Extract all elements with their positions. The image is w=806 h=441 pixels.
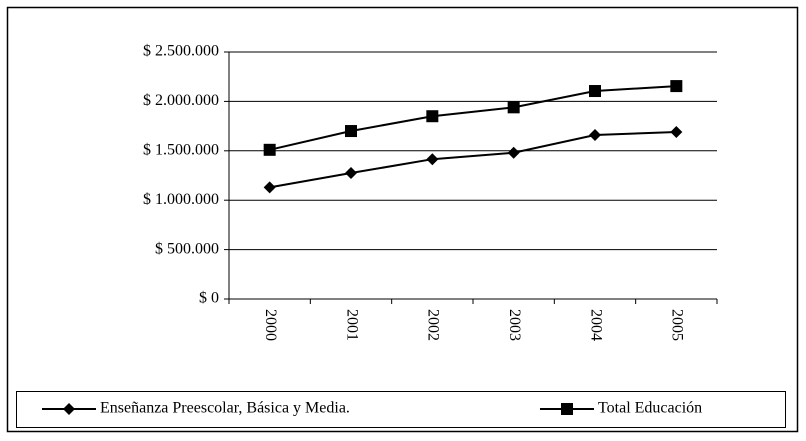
- x-tick-label: 2002: [425, 309, 442, 341]
- legend-label: Total Educación: [598, 400, 702, 417]
- data-point: [263, 143, 276, 156]
- series-line: [269, 131, 677, 189]
- data-point: [589, 128, 601, 141]
- y-tick-label: $ 2.000.000: [143, 92, 219, 109]
- data-point: [670, 126, 683, 139]
- x-tick-label: 2003: [506, 309, 523, 341]
- legend-marker: [561, 403, 573, 415]
- x-tick-label: 2005: [669, 309, 686, 341]
- x-tick-label: 2000: [262, 309, 279, 341]
- legend-box: [16, 391, 786, 428]
- data-point: [263, 181, 276, 194]
- y-tick-label: $ 500.000: [155, 240, 219, 257]
- data-point: [345, 125, 357, 138]
- legend-label: Enseñanza Preescolar, Básica y Media.: [100, 400, 350, 417]
- data-point: [507, 146, 520, 159]
- data-point: [426, 153, 439, 166]
- data-point: [589, 85, 601, 98]
- x-tick-label: 2001: [343, 309, 360, 341]
- series-line: [269, 85, 677, 151]
- y-tick-label: $ 1.500.000: [143, 141, 219, 158]
- data-point: [345, 167, 357, 180]
- legend-marker: [63, 403, 75, 415]
- x-tick-label: 2004: [587, 309, 604, 341]
- y-tick-label: $ 0: [199, 290, 219, 307]
- data-point: [426, 110, 439, 123]
- data-point: [670, 80, 683, 93]
- chart-border: [6, 6, 799, 433]
- y-tick-label: $ 2.500.000: [143, 43, 219, 60]
- data-point: [507, 101, 520, 114]
- y-tick-label: $ 1.000.000: [143, 191, 219, 208]
